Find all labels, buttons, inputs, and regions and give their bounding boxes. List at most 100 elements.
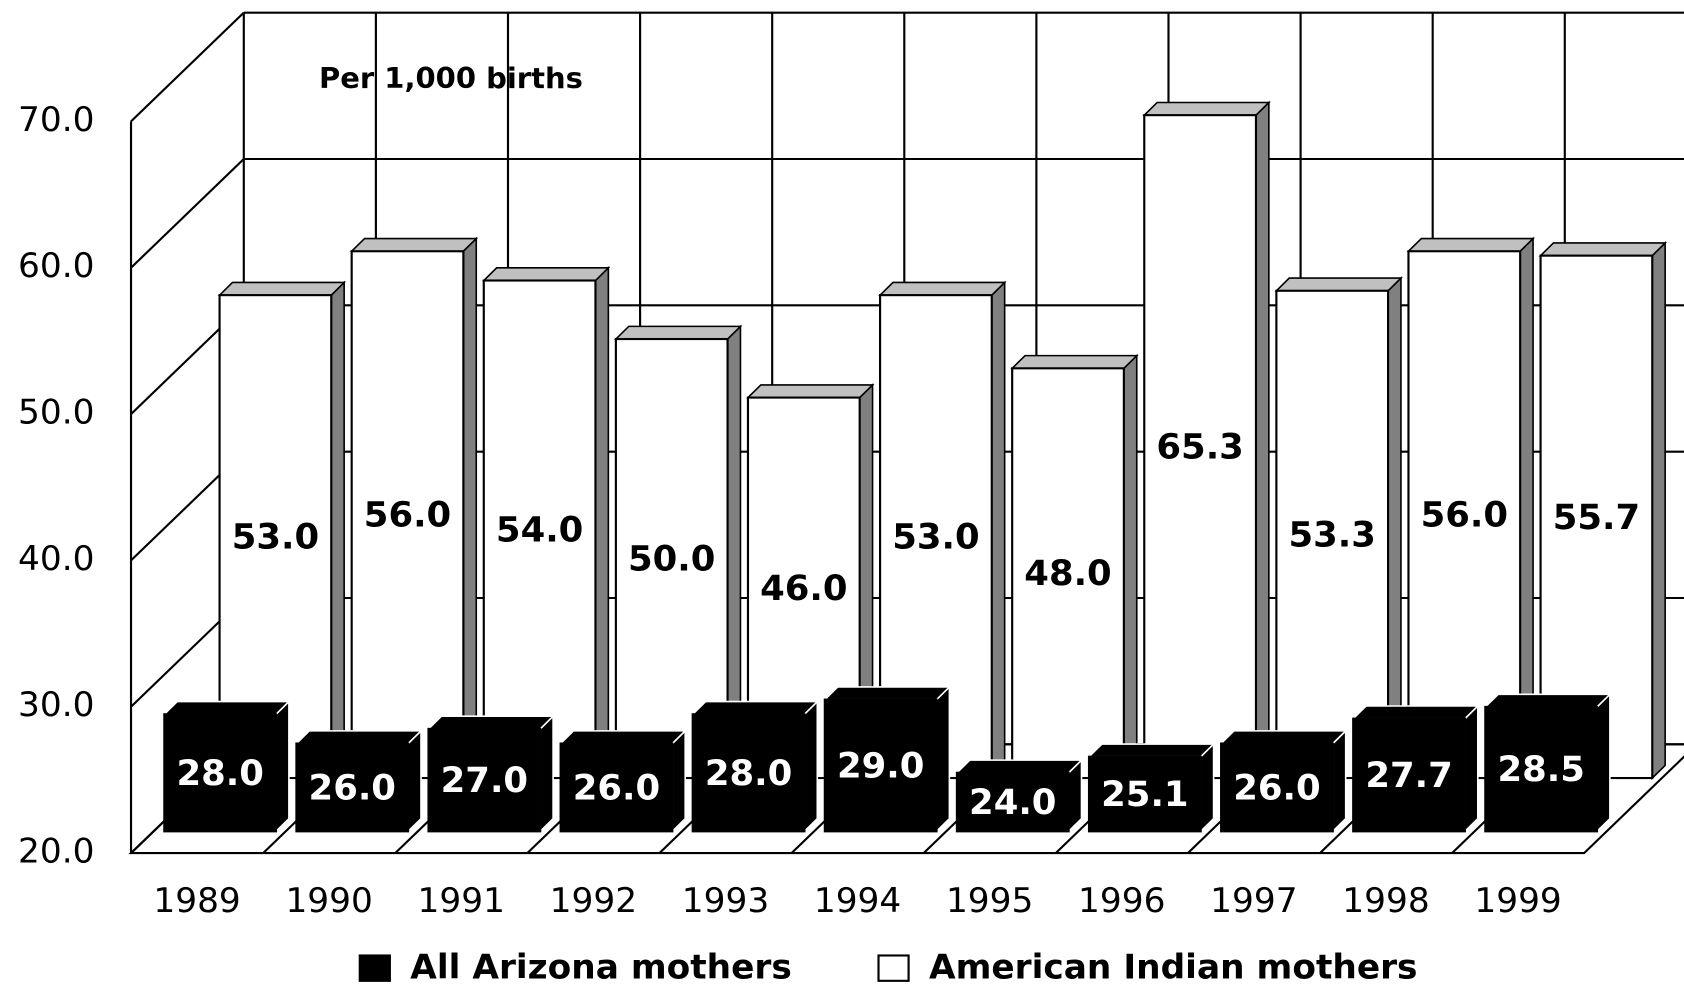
value-label: 53.0 bbox=[892, 517, 979, 558]
bar-side bbox=[462, 236, 478, 780]
value-label: 27.0 bbox=[441, 760, 528, 801]
y-tick-label: 40.0 bbox=[18, 539, 94, 579]
bar bbox=[295, 742, 410, 833]
bar bbox=[559, 742, 674, 833]
bar-side bbox=[594, 265, 610, 780]
bar-top bbox=[822, 686, 952, 701]
bar-side bbox=[935, 685, 951, 834]
bar bbox=[1407, 250, 1522, 780]
bar bbox=[691, 713, 806, 833]
bar-top bbox=[690, 700, 820, 716]
value-label: 56.0 bbox=[364, 495, 451, 536]
legend-swatch bbox=[877, 954, 910, 982]
value-label: 46.0 bbox=[760, 568, 847, 609]
bar bbox=[1484, 705, 1599, 833]
value-label: 54.0 bbox=[496, 510, 583, 551]
bar-top bbox=[294, 730, 423, 745]
bar-top bbox=[1538, 242, 1668, 257]
bar-side bbox=[1387, 276, 1402, 780]
x-tick-label: 1997 bbox=[1210, 881, 1297, 921]
bar-side bbox=[990, 280, 1006, 780]
bar bbox=[1275, 289, 1390, 780]
x-tick-label: 1996 bbox=[1078, 881, 1165, 921]
value-label: 29.0 bbox=[837, 746, 924, 787]
x-tick-label: 1999 bbox=[1474, 881, 1561, 921]
bar bbox=[1087, 755, 1202, 833]
grid-line bbox=[130, 11, 245, 123]
bar bbox=[823, 698, 938, 833]
x-tick-label: 1989 bbox=[153, 881, 240, 921]
bar-top bbox=[1010, 354, 1139, 370]
x-tick-label: 1994 bbox=[814, 881, 901, 921]
bar-top bbox=[162, 700, 291, 716]
x-tick-label: 1990 bbox=[285, 881, 372, 921]
value-label: 27.7 bbox=[1365, 755, 1452, 796]
bar-top bbox=[558, 730, 688, 745]
x-tick-label: 1991 bbox=[418, 881, 505, 921]
value-label: 26.0 bbox=[573, 768, 660, 809]
bar-side bbox=[1255, 100, 1270, 780]
bar-top bbox=[878, 281, 1007, 296]
bar-top bbox=[1219, 730, 1348, 745]
bar-top bbox=[1087, 743, 1216, 758]
value-label: 48.0 bbox=[1024, 553, 1111, 594]
bar bbox=[1220, 742, 1334, 833]
y-tick-label: 20.0 bbox=[18, 832, 94, 872]
bar-top bbox=[426, 715, 556, 730]
value-label: 53.0 bbox=[232, 517, 319, 558]
value-label: 26.0 bbox=[309, 768, 396, 809]
chart-subtitle: Per 1,000 births bbox=[319, 61, 583, 95]
bar-top bbox=[746, 384, 875, 399]
value-label: 50.0 bbox=[628, 539, 715, 580]
bar-side bbox=[1123, 353, 1138, 780]
x-tick-label: 1993 bbox=[682, 881, 769, 921]
y-tick-label: 50.0 bbox=[18, 393, 94, 433]
value-label: 25.1 bbox=[1101, 774, 1188, 815]
bar bbox=[1143, 114, 1258, 780]
grid-line bbox=[130, 158, 245, 269]
value-label: 28.0 bbox=[176, 753, 263, 794]
bar-side bbox=[275, 699, 290, 834]
x-tick-label: 1998 bbox=[1342, 881, 1429, 921]
value-label: 56.0 bbox=[1421, 495, 1508, 536]
bar bbox=[218, 294, 333, 780]
value-label: 28.0 bbox=[705, 753, 792, 794]
bar-top bbox=[954, 759, 1084, 774]
bar-top bbox=[1142, 101, 1271, 116]
bar-side bbox=[539, 714, 554, 834]
legend-swatch bbox=[358, 954, 391, 982]
bar bbox=[163, 713, 278, 833]
bar-side bbox=[803, 699, 819, 834]
bar-side bbox=[671, 728, 687, 834]
value-label: 53.3 bbox=[1289, 515, 1376, 556]
bar-top bbox=[1406, 237, 1535, 253]
legend-label: All Arizona mothers bbox=[410, 948, 792, 988]
value-label: 26.0 bbox=[1233, 768, 1320, 809]
bar bbox=[1352, 717, 1466, 833]
bar-side bbox=[1596, 692, 1611, 834]
bar-side bbox=[1464, 704, 1479, 834]
bar-side bbox=[1199, 742, 1215, 834]
value-label: 55.7 bbox=[1553, 497, 1640, 538]
y-tick-label: 30.0 bbox=[18, 685, 94, 725]
bar-top bbox=[349, 237, 479, 253]
value-label: 28.5 bbox=[1497, 749, 1584, 790]
x-tick-label: 1992 bbox=[550, 881, 637, 921]
bar bbox=[1539, 254, 1654, 780]
value-label: 24.0 bbox=[969, 782, 1056, 823]
bar bbox=[1011, 367, 1125, 780]
legend-label: American Indian mothers bbox=[929, 948, 1418, 988]
x-tick-label: 1995 bbox=[946, 881, 1033, 921]
y-tick-label: 60.0 bbox=[18, 246, 94, 286]
bar-top bbox=[1351, 705, 1480, 720]
bar-side bbox=[330, 280, 345, 780]
bar-top bbox=[1274, 277, 1403, 292]
bar bbox=[482, 279, 597, 780]
bar bbox=[350, 250, 465, 780]
bar-top bbox=[613, 325, 743, 340]
bar-side bbox=[1332, 728, 1347, 834]
bar-top bbox=[217, 281, 347, 296]
bar-side bbox=[407, 728, 422, 834]
